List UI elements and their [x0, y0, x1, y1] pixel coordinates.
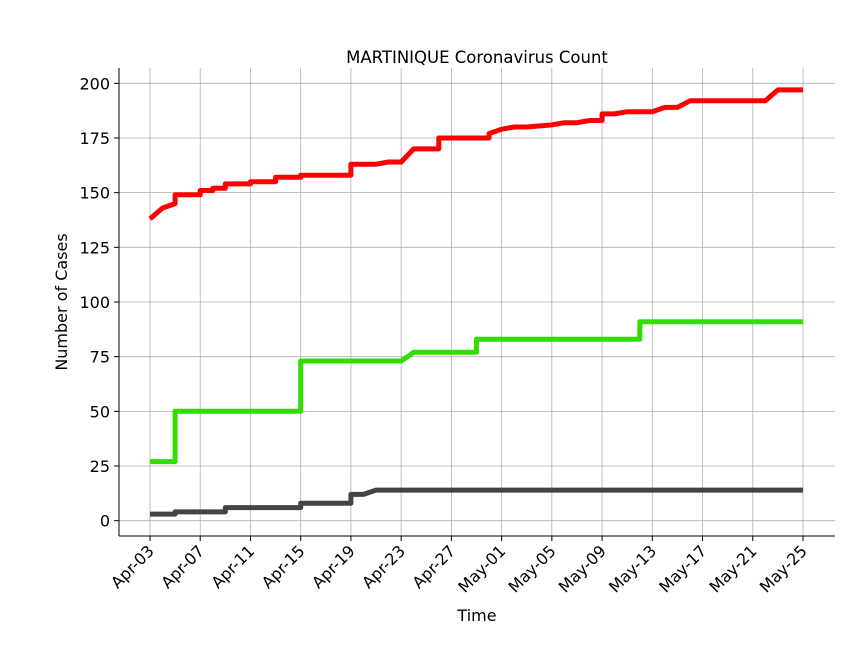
chart-title: MARTINIQUE Coronavirus Count — [346, 48, 608, 67]
y-tick-label: 125 — [79, 238, 110, 257]
y-axis-title: Number of Cases — [52, 233, 71, 370]
y-tick-label: 75 — [90, 348, 110, 367]
y-tick-label: 0 — [100, 512, 110, 531]
series-line-2 — [150, 319, 803, 465]
y-tick-label: 100 — [79, 293, 110, 312]
series-line-1 — [148, 87, 803, 221]
y-tick-label: 175 — [79, 129, 110, 148]
series-layer — [148, 87, 803, 517]
y-tick-label: 150 — [79, 184, 110, 203]
x-axis-title: Time — [456, 606, 496, 625]
series-line-3 — [150, 487, 803, 517]
y-tick-label: 200 — [79, 74, 110, 93]
y-tick-label: 25 — [90, 457, 110, 476]
y-ticks: 0 25 50 75 100 125 150 175 200 — [79, 74, 119, 531]
y-tick-label: 50 — [90, 402, 110, 421]
